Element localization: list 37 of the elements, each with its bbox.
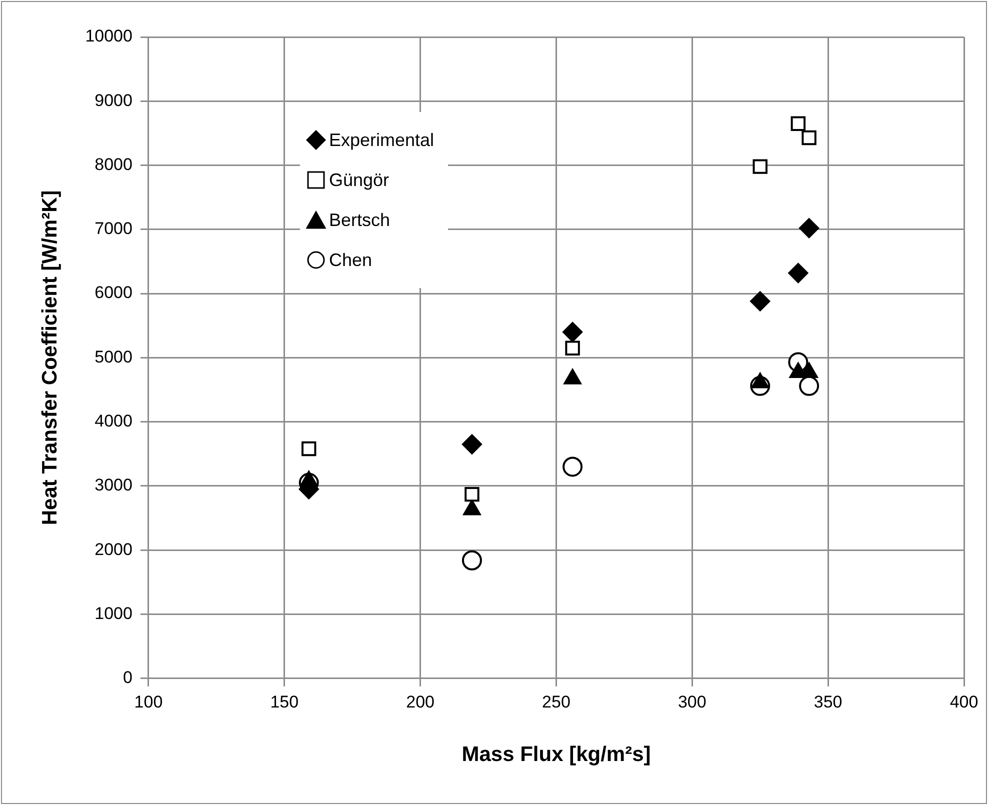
point bbox=[301, 441, 316, 456]
point bbox=[788, 263, 808, 284]
point bbox=[565, 340, 580, 356]
legend-label: Experimental bbox=[329, 130, 434, 150]
legend-label: Bertsch bbox=[329, 210, 390, 230]
y-tick-label: 5000 bbox=[94, 347, 132, 366]
y-tick-label: 4000 bbox=[94, 412, 132, 431]
y-tick-label: 0 bbox=[123, 668, 132, 688]
x-tick-label: 100 bbox=[134, 692, 163, 712]
point bbox=[752, 159, 768, 174]
point bbox=[462, 550, 482, 570]
y-axis-title: Heat Transfer Coefficient [W/m²K] bbox=[38, 190, 62, 526]
point bbox=[802, 130, 816, 146]
y-tick-label: 2000 bbox=[94, 540, 132, 559]
x-tick-label: 250 bbox=[542, 692, 570, 712]
point bbox=[750, 291, 770, 312]
point bbox=[462, 434, 482, 454]
y-tick-label: 7000 bbox=[94, 219, 132, 238]
legend-label: Chen bbox=[329, 250, 372, 270]
point bbox=[790, 116, 806, 131]
x-tick-label: 150 bbox=[270, 692, 299, 712]
y-tick-label: 3000 bbox=[94, 476, 132, 495]
point bbox=[464, 486, 480, 502]
y-tick-label: 10000 bbox=[85, 26, 132, 46]
x-tick-label: 350 bbox=[814, 692, 842, 712]
point bbox=[562, 456, 583, 477]
x-tick-label: 400 bbox=[950, 692, 978, 712]
y-tick-label: 8000 bbox=[94, 154, 132, 174]
x-tick-label: 300 bbox=[678, 692, 706, 712]
x-axis-title: Mass Flux [kg/m²s] bbox=[462, 743, 651, 766]
x-tick-label: 200 bbox=[406, 692, 435, 712]
point bbox=[799, 218, 820, 238]
point bbox=[562, 322, 583, 342]
y-tick-label: 9000 bbox=[94, 90, 132, 110]
y-tick-label: 6000 bbox=[94, 283, 132, 302]
legend-label: Güngör bbox=[329, 170, 390, 190]
y-tick-label: 1000 bbox=[94, 604, 132, 623]
